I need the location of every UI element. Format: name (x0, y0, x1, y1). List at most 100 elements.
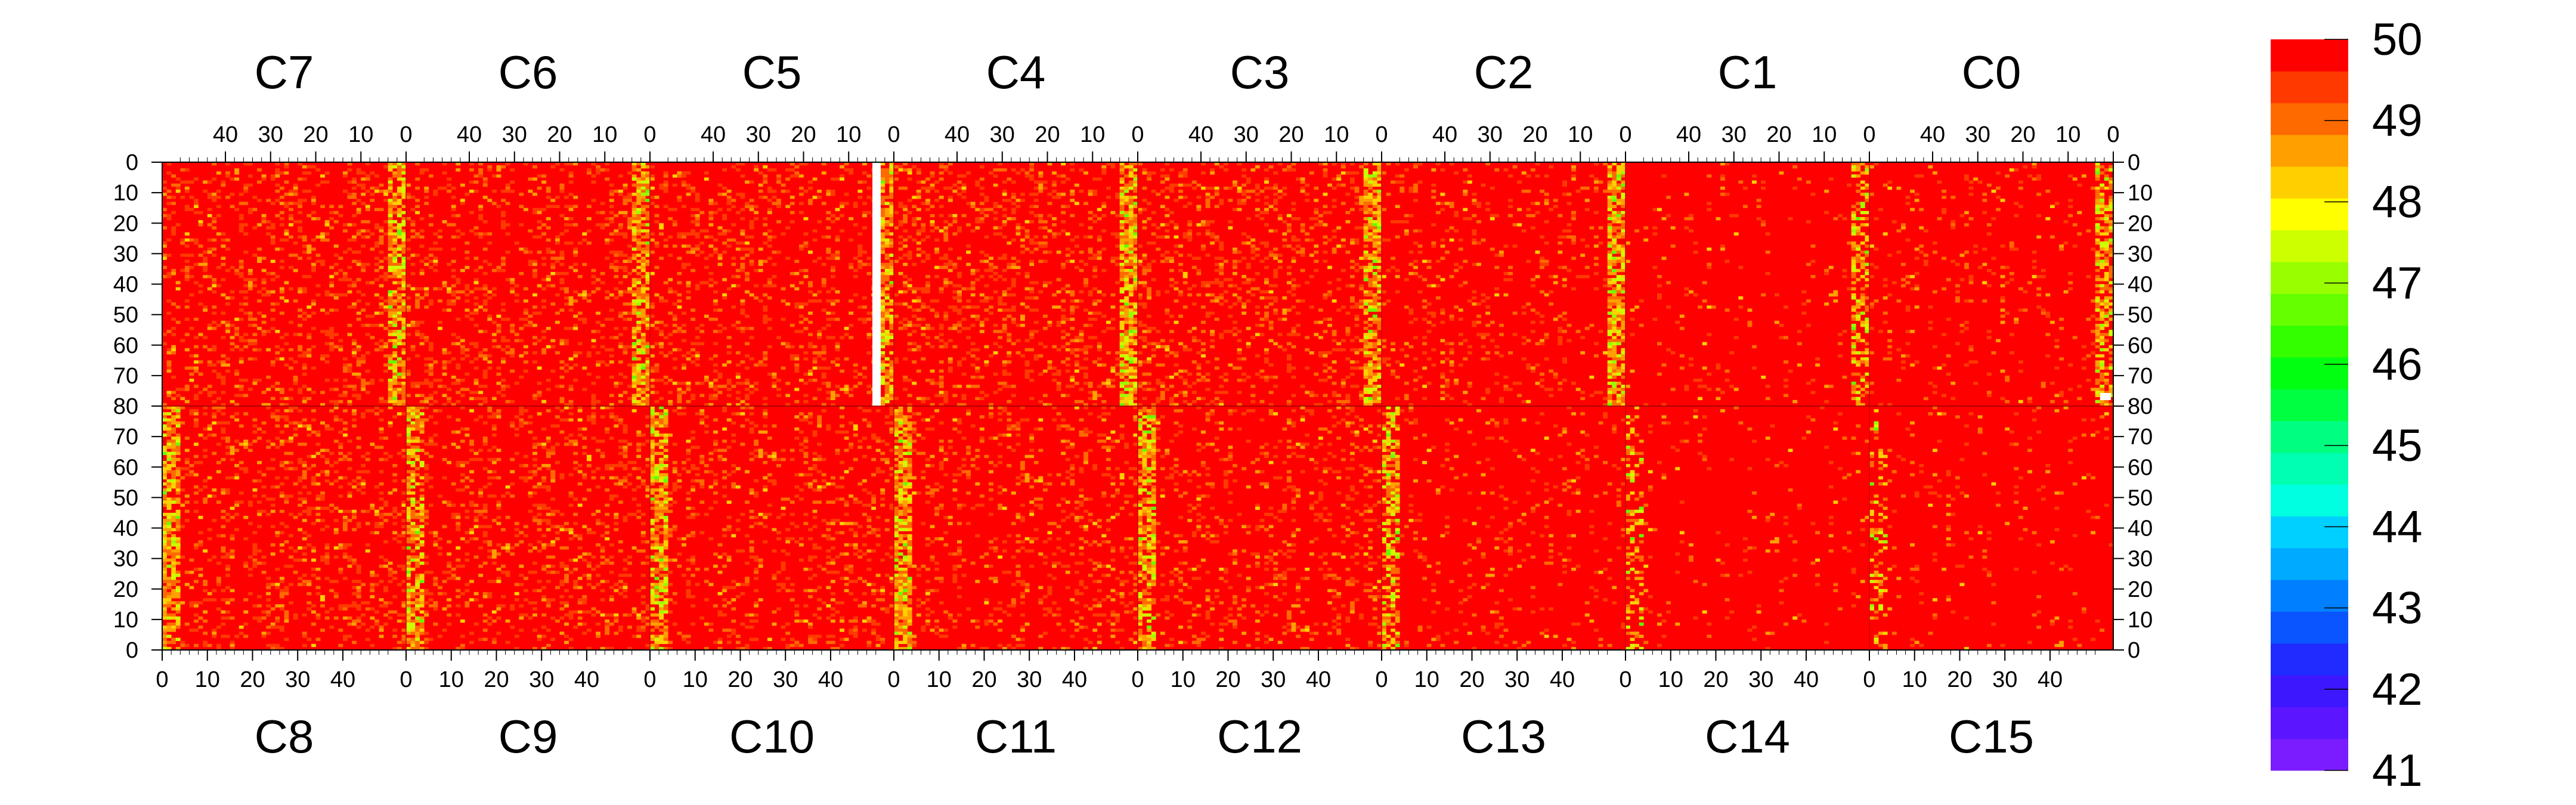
heatmap-cell (1286, 229, 1292, 233)
heatmap-cell (1128, 369, 1134, 373)
heatmap-cell (740, 268, 745, 273)
heatmap-cell (491, 287, 497, 291)
heatmap-cell (1070, 385, 1075, 388)
heatmap-cell (631, 299, 637, 303)
heatmap-cell (306, 250, 312, 254)
heatmap-cell (713, 308, 718, 312)
heatmap-cell (1020, 244, 1025, 248)
heatmap-cell (663, 281, 668, 284)
heatmap-cell (903, 253, 908, 257)
heatmap-cell (934, 314, 940, 318)
heatmap-cell (1246, 262, 1251, 267)
heatmap-cell (677, 330, 682, 333)
heatmap-cell (406, 308, 411, 312)
heatmap-cell (975, 278, 980, 281)
heatmap-cell (1268, 186, 1274, 190)
heatmap-cell (171, 210, 177, 215)
heatmap-cell (1296, 311, 1301, 315)
heatmap-cell (682, 366, 686, 370)
heatmap-cell (433, 259, 438, 264)
heatmap-cell (374, 278, 379, 281)
heatmap-cell (1210, 241, 1215, 245)
heatmap-cell (943, 265, 949, 270)
heatmap-cell (166, 391, 172, 394)
heatmap-cell (392, 241, 398, 245)
heatmap-cell (745, 378, 750, 382)
heatmap-cell (623, 253, 628, 257)
heatmap-cell (212, 220, 217, 224)
heatmap-cell (1056, 174, 1061, 178)
heatmap-cell (1187, 293, 1193, 297)
heatmap-cell (1097, 348, 1102, 352)
heatmap-cell (279, 196, 284, 199)
heatmap-cell (401, 388, 407, 391)
heatmap-cell (640, 223, 646, 227)
heatmap-cell (415, 287, 420, 291)
heatmap-cell (577, 241, 583, 245)
heatmap-cell (1124, 220, 1129, 224)
heatmap-cell (555, 293, 560, 297)
heatmap-cell (171, 375, 177, 379)
heatmap-cell (442, 348, 447, 352)
heatmap-cell (1128, 317, 1134, 321)
heatmap-cell (614, 268, 619, 273)
heatmap-cell (1264, 168, 1269, 172)
heatmap-cell (460, 199, 465, 202)
heatmap-cell (948, 262, 953, 267)
heatmap-cell (194, 202, 199, 205)
heatmap-cell (487, 366, 493, 370)
heatmap-cell (659, 256, 664, 260)
heatmap-cell (930, 327, 935, 330)
heatmap-cell (401, 351, 407, 355)
heatmap-cell (401, 281, 407, 284)
heatmap-cell (1002, 253, 1007, 257)
heatmap-cell (745, 247, 750, 251)
heatmap-cell (401, 262, 407, 267)
heatmap-cell (311, 217, 316, 221)
heatmap-cell (894, 397, 899, 401)
heatmap-cell (1210, 168, 1215, 172)
heatmap-cell (826, 256, 831, 260)
heatmap-cell (1133, 391, 1138, 394)
heatmap-cell (704, 171, 709, 175)
heatmap-cell (541, 299, 547, 303)
heatmap-cell (203, 190, 208, 193)
heatmap-cell (948, 339, 953, 342)
heatmap-cell (880, 330, 886, 333)
heatmap-cell (1273, 199, 1278, 202)
heatmap-cell (401, 382, 407, 385)
heatmap-cell (631, 229, 637, 233)
heatmap-cell (849, 336, 854, 339)
heatmap-cell (640, 299, 646, 303)
heatmap-cell (821, 327, 826, 330)
heatmap-cell (198, 284, 203, 287)
heatmap-cell (1133, 232, 1138, 236)
heatmap-cell (1110, 366, 1116, 370)
heatmap-cell (884, 314, 890, 318)
heatmap-cell (1156, 363, 1161, 367)
heatmap-cell (505, 400, 510, 404)
heatmap-cell (415, 354, 420, 358)
heatmap-cell (438, 320, 442, 324)
heatmap-cell (392, 351, 398, 355)
heatmap-cell (1128, 336, 1134, 339)
heatmap-cell (1092, 394, 1098, 397)
heatmap-cell (889, 397, 894, 401)
heatmap-cell (1002, 220, 1007, 224)
heatmap-cell (921, 238, 926, 242)
heatmap-cell (1138, 402, 1143, 407)
heatmap-cell (352, 235, 357, 239)
heatmap-cell (884, 397, 890, 401)
heatmap-cell (627, 317, 632, 321)
heatmap-cell (1124, 351, 1129, 355)
heatmap-cell (677, 235, 682, 239)
heatmap-cell (645, 375, 651, 379)
heatmap-cell (519, 327, 524, 330)
heatmap-cell (803, 357, 809, 361)
heatmap-cell (392, 360, 398, 364)
heatmap-cell (957, 323, 962, 327)
heatmap-cell (166, 202, 172, 205)
heatmap-cell (957, 311, 962, 315)
heatmap-cell (1241, 275, 1247, 278)
heatmap-cell (961, 183, 967, 187)
